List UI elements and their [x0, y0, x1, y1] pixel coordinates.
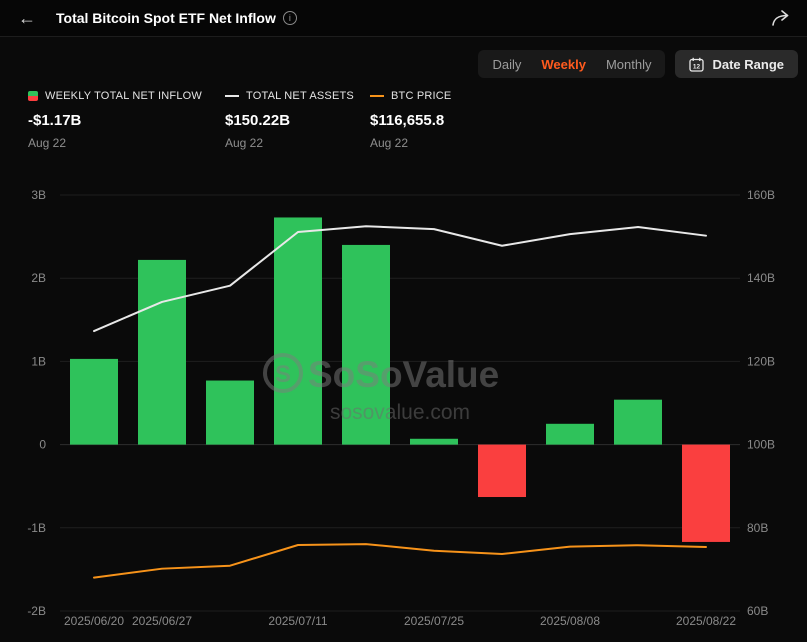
net-inflow-bar[interactable] [342, 244, 390, 445]
net-inflow-bar[interactable] [206, 380, 254, 445]
calendar-icon: 12 [689, 57, 705, 72]
watermark-domain: sosovalue.com [330, 401, 470, 424]
x-axis-tick: 2025/06/20 [64, 614, 124, 628]
left-axis-tick: -2B [27, 604, 46, 618]
right-axis-tick: 120B [747, 354, 775, 368]
btc-price-line [93, 543, 707, 579]
net-assets-label: TOTAL NET ASSETS [246, 90, 354, 102]
net-inflow-bar[interactable] [614, 399, 662, 445]
legend-item-net-inflow[interactable]: WEEKLY TOTAL NET INFLOW -$1.17B Aug 22 [28, 89, 225, 150]
tab-monthly[interactable]: Monthly [605, 56, 652, 72]
watermark: S SoSoValue sosovalue.com [263, 353, 499, 424]
right-axis-tick: 80B [747, 521, 768, 535]
right-axis-tick: 60B [747, 604, 768, 618]
x-axis-tick: 2025/08/22 [676, 614, 736, 628]
legend-item-net-assets[interactable]: TOTAL NET ASSETS $150.22B Aug 22 [225, 89, 370, 150]
share-icon[interactable] [771, 10, 789, 26]
right-axis-tick: 160B [747, 188, 775, 202]
net-assets-date: Aug 22 [225, 136, 264, 150]
tab-weekly[interactable]: Weekly [541, 56, 586, 72]
net-inflow-bar[interactable] [682, 444, 730, 542]
net-assets-line [93, 225, 707, 333]
btc-price-marker-icon [370, 95, 384, 97]
right-axis-tick: 140B [747, 271, 775, 285]
net-assets-marker-icon [225, 95, 239, 97]
date-range-button[interactable]: 12 Date Range [675, 50, 798, 78]
net-inflow-bar[interactable] [274, 217, 322, 445]
net-inflow-bar[interactable] [478, 444, 526, 498]
x-axis-tick: 2025/07/11 [268, 614, 327, 628]
net-inflow-bar[interactable] [70, 358, 118, 445]
watermark-logo-icon [263, 353, 303, 393]
net-inflow-value: -$1.17B [28, 112, 82, 129]
legend: WEEKLY TOTAL NET INFLOW -$1.17B Aug 22 T… [28, 89, 451, 150]
net-assets-value: $150.22B [225, 112, 291, 129]
btc-price-date: Aug 22 [370, 136, 409, 150]
net-inflow-bar[interactable] [138, 259, 186, 445]
page-header: ← Total Bitcoin Spot ETF Net Inflow i [0, 0, 807, 37]
page-title: Total Bitcoin Spot ETF Net Inflow [56, 10, 276, 26]
left-axis-tick: 2B [31, 271, 46, 285]
net-inflow-date: Aug 22 [28, 136, 67, 150]
btc-price-label: BTC PRICE [391, 90, 452, 102]
chart-controls: Daily Weekly Monthly 12 Date Range [478, 50, 798, 78]
left-axis-tick: 3B [31, 188, 46, 202]
right-axis-tick: 100B [747, 438, 775, 452]
watermark-logo-letter: S [275, 361, 291, 388]
legend-item-btc-price[interactable]: BTC PRICE $116,655.8 Aug 22 [370, 89, 451, 150]
x-axis-tick: 2025/08/08 [540, 614, 600, 628]
chart-canvas[interactable]: 3B 160B 2B 140B 1B 120B 0 100B -1B 80B -2B 60B S So… [0, 170, 807, 642]
left-axis-tick: 0 [39, 438, 46, 452]
calendar-day-number: 12 [693, 63, 701, 70]
left-axis-tick: -1B [27, 521, 46, 535]
net-inflow-bar[interactable] [546, 423, 594, 445]
btc-price-value: $116,655.8 [370, 112, 445, 129]
x-axis-tick: 2025/07/25 [404, 614, 464, 628]
watermark-brand: SoSoValue [308, 354, 499, 395]
period-tabs: Daily Weekly Monthly [478, 50, 666, 78]
net-inflow-marker-icon [28, 91, 38, 101]
net-inflow-bar[interactable] [410, 438, 458, 445]
net-inflow-label: WEEKLY TOTAL NET INFLOW [45, 90, 203, 102]
left-axis-tick: 1B [31, 354, 46, 368]
tab-daily[interactable]: Daily [492, 56, 522, 72]
info-icon[interactable]: i [282, 11, 297, 25]
back-arrow-icon[interactable]: ← [18, 8, 36, 28]
date-range-label: Date Range [712, 56, 784, 72]
x-axis-tick: 2025/06/27 [132, 614, 192, 628]
